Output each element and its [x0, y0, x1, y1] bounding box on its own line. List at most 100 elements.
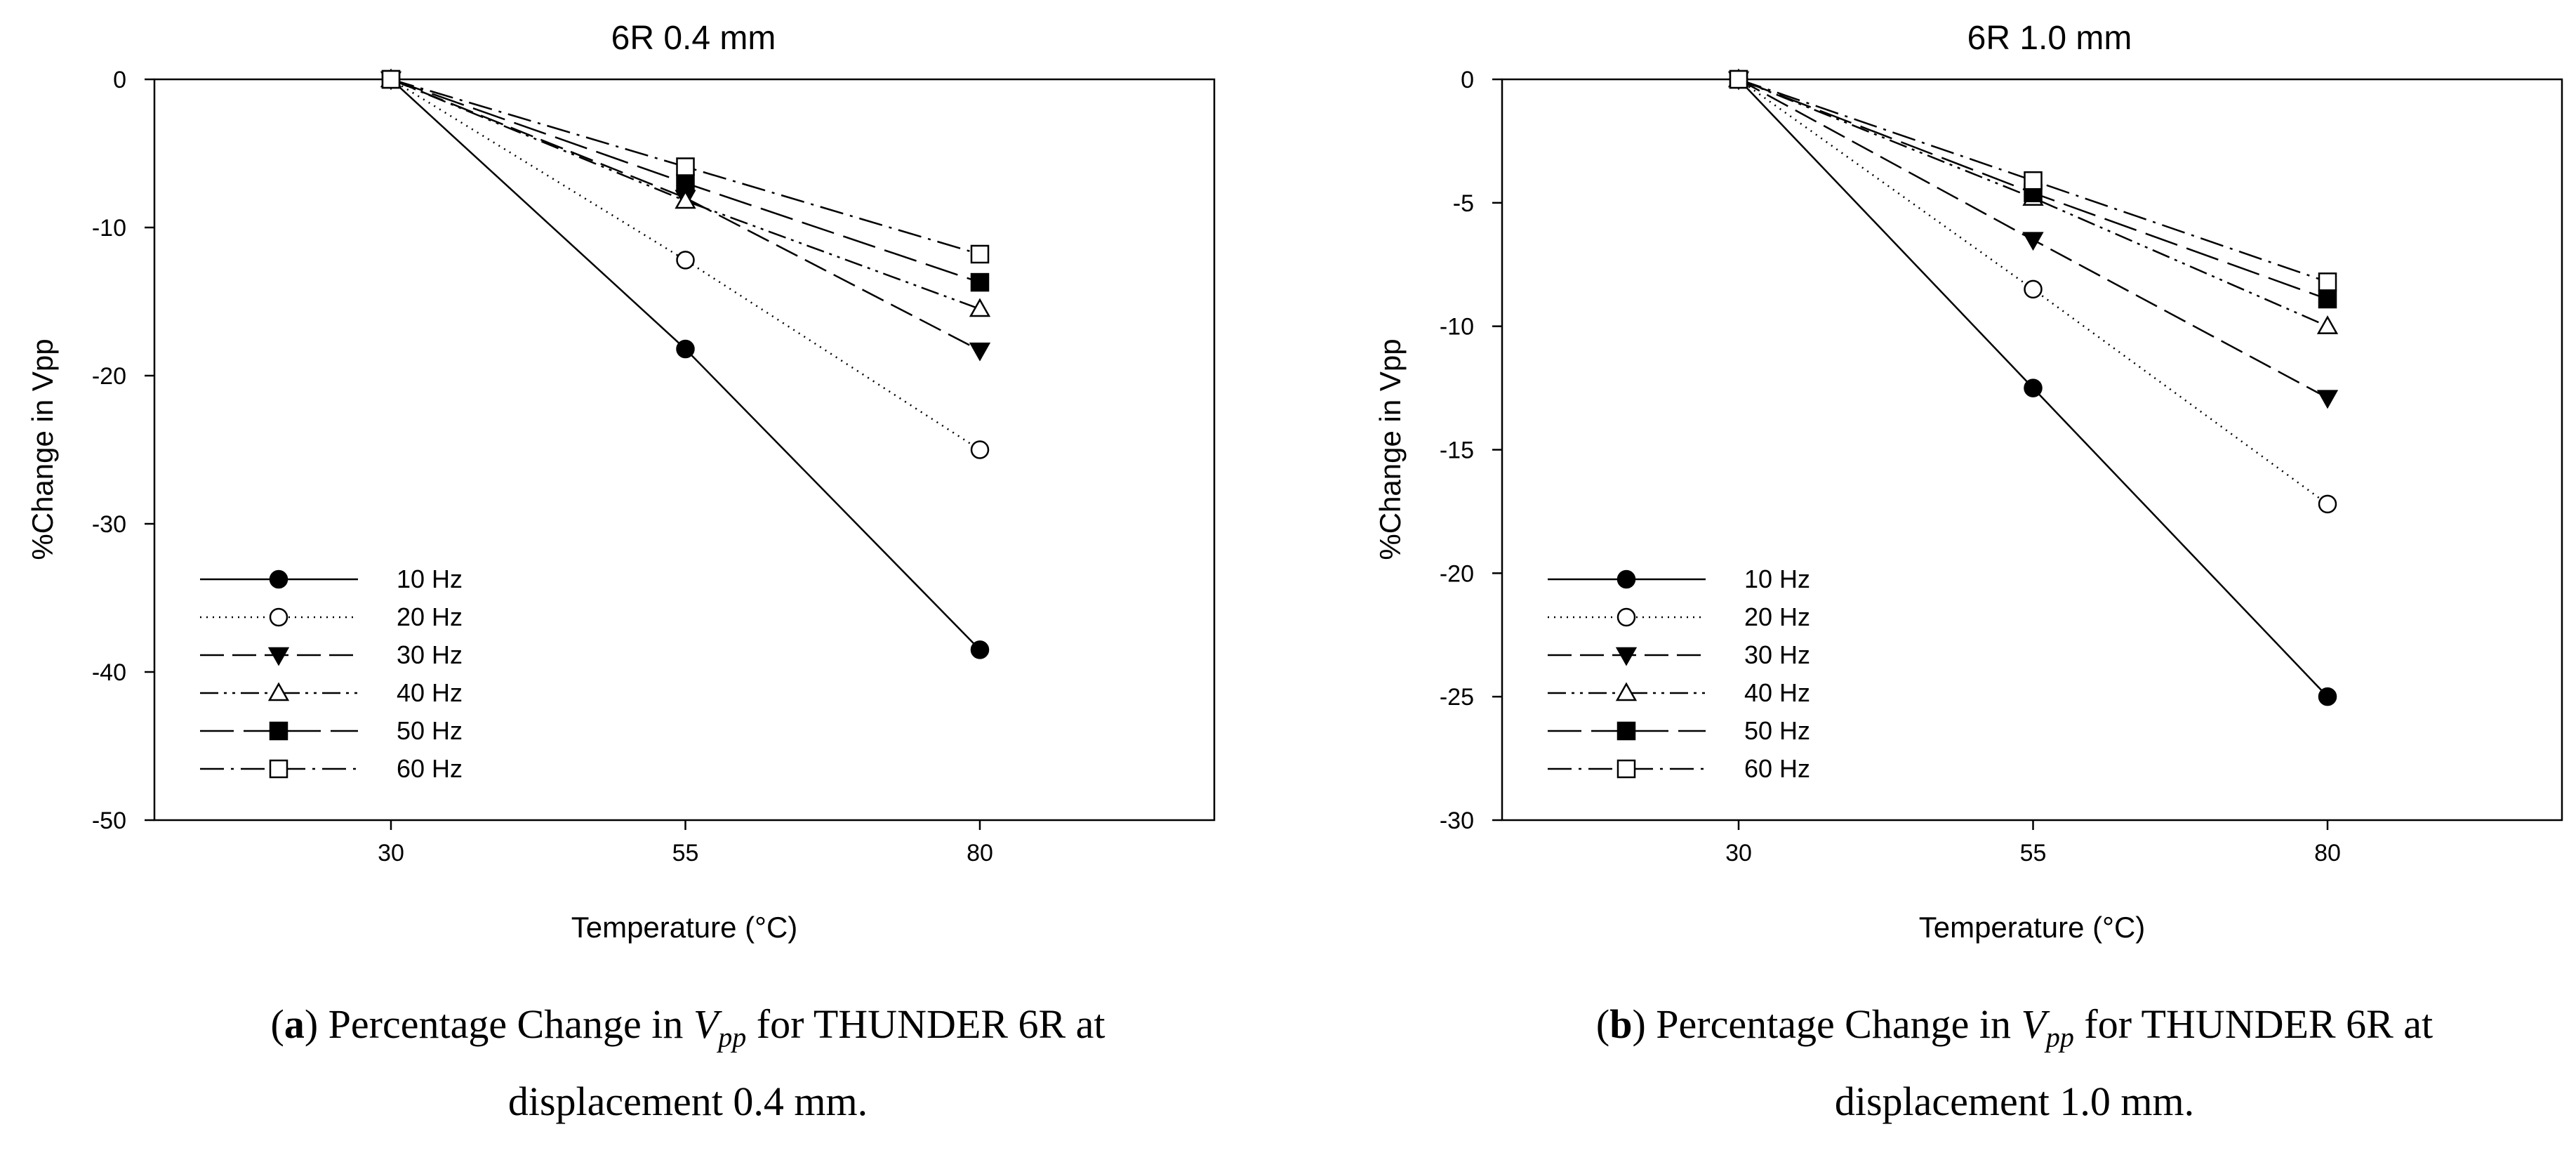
- data-point-40-hz: [2316, 315, 2339, 334]
- x-axis-label: Temperature (°C): [1919, 911, 2146, 944]
- data-point-20-hz: [676, 251, 695, 270]
- caption-b: (b) Percentage Change in Vpp for THUNDER…: [1418, 1004, 2576, 1159]
- data-point-20-hz: [2024, 279, 2043, 299]
- series-line-20-hz: [1738, 78, 2328, 505]
- data-point-30-hz: [969, 342, 991, 362]
- y-tick-label: -20: [1440, 560, 1474, 587]
- caption-variable: Vpp: [693, 1001, 747, 1053]
- data-point-20-hz: [2318, 494, 2337, 514]
- data-point-30-hz: [2316, 390, 2339, 409]
- data-point-50-hz: [2318, 289, 2337, 309]
- series-markers: [1727, 68, 2339, 706]
- x-axis-label: Temperature (°C): [571, 911, 798, 944]
- legend-marker: [267, 682, 290, 701]
- legend-marker: [269, 569, 288, 589]
- legend-label: 40 Hz: [397, 678, 463, 707]
- legend-label: 30 Hz: [397, 640, 463, 669]
- data-point-60-hz: [1729, 70, 1748, 89]
- legend-marker: [1616, 759, 1636, 779]
- caption-line-1: (a) Percentage Change in Vpp for THUNDER…: [270, 1001, 1106, 1053]
- data-point-60-hz: [970, 244, 990, 264]
- y-axis-label: %Change in Vpp: [26, 338, 59, 560]
- data-point-60-hz: [676, 157, 695, 176]
- data-point-20-hz: [970, 440, 990, 459]
- y-tick-label: -50: [92, 807, 126, 834]
- y-tick-label: -5: [1453, 190, 1474, 217]
- x-tick-label: 80: [967, 840, 993, 866]
- x-tick-label: 30: [378, 840, 404, 866]
- data-point-60-hz: [2024, 171, 2043, 190]
- y-tick-label: -40: [92, 659, 126, 686]
- caption-text: for THUNDER 6R at: [746, 1001, 1106, 1047]
- y-tick-label: -30: [1440, 807, 1474, 834]
- caption-line-2: displacement 1.0 mm.: [1834, 1079, 2195, 1124]
- legend-label: 10 Hz: [397, 565, 463, 593]
- caption-text: for THUNDER 6R at: [2073, 1001, 2434, 1047]
- y-axis-ticks: 0 -5 -10 -15 -20 -25 -30: [1440, 67, 1502, 834]
- caption-text: Percentage Change in: [328, 1001, 693, 1047]
- legend-label: 20 Hz: [1744, 602, 1810, 631]
- legend: 10 Hz 20 Hz 30 Hz 40 Hz 50 Hz 60 Hz: [1548, 565, 1810, 783]
- y-tick-label: -10: [92, 215, 126, 242]
- y-tick-label: -10: [1440, 314, 1474, 341]
- data-point-10-hz: [676, 339, 695, 359]
- caption-a: (a) Percentage Change in Vpp for THUNDER…: [91, 1004, 1284, 1159]
- legend-marker: [269, 721, 288, 741]
- x-tick-label: 80: [2314, 840, 2341, 866]
- legend: 10 Hz 20 Hz 30 Hz 40 Hz 50 Hz 60 Hz: [200, 565, 463, 783]
- legend-label: 50 Hz: [1744, 716, 1810, 745]
- y-axis-ticks: 0 -10 -20 -30 -40 -50: [92, 67, 154, 834]
- caption-label: a: [284, 1001, 305, 1047]
- data-point-30-hz: [2022, 232, 2044, 251]
- x-tick-label: 55: [672, 840, 699, 866]
- legend-label: 50 Hz: [397, 716, 463, 745]
- series-line-60-hz: [1738, 78, 2328, 283]
- data-point-50-hz: [676, 173, 695, 192]
- y-axis-label: %Change in Vpp: [1374, 338, 1407, 560]
- legend-label: 60 Hz: [397, 754, 463, 783]
- legend-label: 10 Hz: [1744, 565, 1810, 593]
- y-tick-label: -25: [1440, 684, 1474, 711]
- plot-frame: [153, 78, 1216, 822]
- caption-text: Percentage Change in: [1656, 1001, 2021, 1047]
- x-tick-label: 55: [2020, 840, 2047, 866]
- legend-label: 20 Hz: [397, 602, 463, 631]
- y-tick-label: -30: [92, 511, 126, 538]
- legend-label: 30 Hz: [1744, 640, 1810, 669]
- x-axis-ticks: 30 55 80: [1725, 820, 2341, 866]
- legend-marker: [1615, 647, 1638, 666]
- data-point-10-hz: [2024, 378, 2043, 397]
- caption-line-2: displacement 0.4 mm.: [507, 1079, 868, 1124]
- legend-marker: [269, 759, 288, 779]
- legend-marker: [1616, 569, 1636, 589]
- series-line-30-hz: [390, 78, 981, 352]
- legend-marker: [1615, 682, 1638, 701]
- chart-title: 6R 0.4 mm: [611, 20, 776, 57]
- series-markers: [380, 68, 991, 659]
- data-point-10-hz: [970, 640, 990, 659]
- chart-panel-a: 6R 0.4 mm 0 -10 -20 -30 -40 -50 30 55 80 10 Hz 2…: [26, 20, 1216, 944]
- data-point-50-hz: [970, 272, 990, 292]
- caption-line-1: (b) Percentage Change in Vpp for THUNDER…: [1595, 1001, 2434, 1053]
- y-tick-label: 0: [1461, 67, 1474, 93]
- legend-marker: [1616, 607, 1636, 627]
- legend-marker: [267, 647, 290, 666]
- legend-label: 40 Hz: [1744, 678, 1810, 707]
- y-tick-label: 0: [113, 67, 126, 93]
- data-point-40-hz: [969, 298, 991, 317]
- x-axis-ticks: 30 55 80: [378, 820, 993, 866]
- caption-variable: Vpp: [2021, 1001, 2074, 1053]
- legend-label: 60 Hz: [1744, 754, 1810, 783]
- data-point-60-hz: [381, 70, 401, 89]
- data-point-10-hz: [2318, 687, 2337, 706]
- y-tick-label: -20: [92, 363, 126, 390]
- legend-marker: [269, 607, 288, 627]
- legend-marker: [1616, 721, 1636, 741]
- chart-panel-b: 6R 1.0 mm 0 -5 -10 -15 -20 -25 -30 30 55 80 10 H…: [1374, 20, 2563, 944]
- y-tick-label: -15: [1440, 437, 1474, 464]
- data-point-40-hz: [675, 190, 696, 209]
- x-tick-label: 30: [1725, 840, 1752, 866]
- chart-title: 6R 1.0 mm: [1967, 20, 2132, 57]
- data-point-60-hz: [2318, 272, 2337, 291]
